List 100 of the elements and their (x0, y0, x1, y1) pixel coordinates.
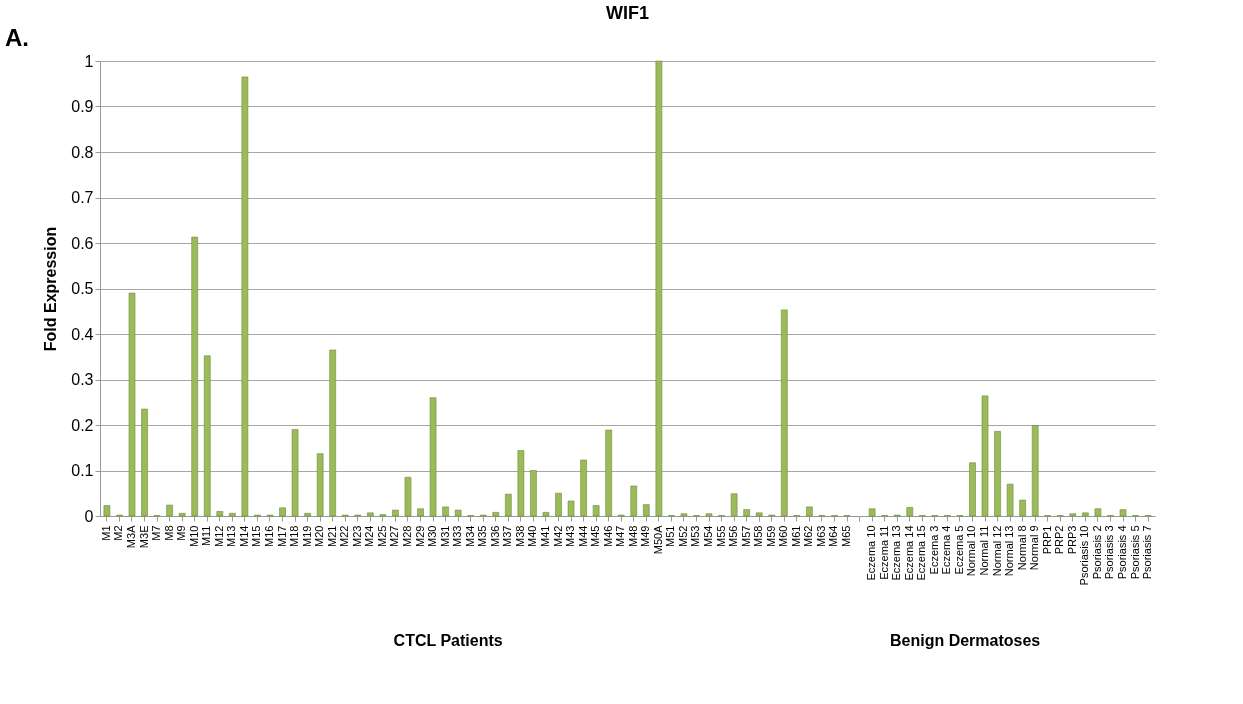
x-tick-label: Eczema 10 (865, 525, 878, 581)
x-tick-label: PRP3 (1065, 525, 1078, 555)
bar (906, 507, 914, 517)
y-tick-label: 0.2 (71, 416, 94, 434)
x-tick-label: PRP1 (1040, 525, 1053, 555)
bar (216, 511, 224, 517)
bar (404, 477, 412, 517)
bar (279, 507, 286, 517)
bar (517, 450, 525, 517)
bar (580, 459, 587, 517)
x-tick-label: M36 (488, 525, 501, 547)
x-tick-label: Eczema 5 (952, 525, 965, 575)
x-tick-label: M50A (651, 524, 664, 555)
x-tick-label: M11 (200, 525, 213, 547)
x-tick-label: M40 (526, 525, 539, 547)
x-tick-label: Psoriasis 3 (1103, 525, 1116, 580)
bar (994, 431, 1001, 517)
x-tick-label: M45 (589, 525, 602, 547)
bar (743, 509, 750, 517)
x-tick-label: M25 (375, 525, 388, 547)
x-tick-label: Normal 9 (1028, 525, 1041, 571)
x-tick-label: M29 (413, 525, 426, 547)
x-tick-label: M61 (789, 525, 802, 547)
x-tick-label: M59 (764, 525, 777, 547)
x-tick-label: Normal 13 (1003, 525, 1016, 577)
bar (316, 453, 324, 517)
bar (141, 408, 148, 517)
x-tick-label: M54 (702, 525, 715, 547)
x-tick-label: M37 (501, 525, 514, 547)
x-tick-label: M60 (777, 525, 790, 547)
x-tick-label: M47 (614, 525, 627, 547)
y-tick-label: 0 (84, 507, 94, 525)
x-tick-label: M42 (551, 525, 564, 547)
bar (304, 512, 311, 517)
bar (605, 429, 612, 517)
bar (128, 292, 136, 517)
x-tick-label: Normal 8 (1015, 525, 1028, 571)
bar (1119, 509, 1127, 517)
bar (367, 512, 374, 517)
x-tick-label: M62 (802, 525, 815, 547)
x-tick-label: M63 (814, 525, 827, 547)
bar (191, 236, 199, 517)
bar (730, 493, 738, 517)
bar (417, 508, 424, 517)
bar (241, 76, 249, 517)
x-tick-label: M19 (300, 525, 313, 547)
x-tick-label: M53 (689, 525, 702, 547)
x-tick-label: Eczema 13 (890, 525, 903, 581)
x-tick-label: Normal 11 (978, 525, 991, 576)
bar (166, 504, 173, 517)
bar (530, 470, 537, 517)
x-tick-label: M65 (840, 525, 853, 547)
y-tick-label: 0.1 (71, 462, 94, 479)
x-tick-label: M35 (476, 525, 489, 547)
x-tick-label: M23 (350, 525, 363, 547)
bar (806, 506, 813, 517)
bar (1019, 499, 1026, 517)
y-tick-label: 1 (84, 52, 94, 70)
x-tick-label: M43 (564, 525, 577, 547)
x-tick-label: M3A (124, 524, 137, 549)
x-tick-label: Eczema 15 (915, 525, 928, 581)
x-tick-label: M16 (262, 525, 275, 547)
y-tick-label: 0.6 (71, 234, 94, 252)
x-tick-label: M17 (275, 525, 288, 547)
bar (655, 60, 663, 517)
x-tick-label: Eczema 3 (927, 525, 940, 575)
x-tick-label: M27 (388, 525, 401, 547)
x-tick-label: M20 (313, 525, 326, 547)
x-tick-label: M49 (639, 525, 652, 547)
x-tick-label: M1 (99, 525, 112, 541)
x-tick-label: M13 (225, 525, 238, 547)
x-tick-label: M58 (752, 525, 765, 547)
bar (229, 512, 236, 517)
bar (981, 395, 989, 517)
x-tick-label: M56 (727, 525, 740, 547)
bar (1069, 513, 1077, 517)
y-axis-title: Fold Expression (42, 226, 60, 352)
bar (1094, 508, 1102, 517)
x-tick-label: M12 (212, 525, 225, 547)
bar (103, 505, 111, 517)
y-tick-label: 0.4 (71, 325, 94, 343)
x-tick-label: Eczema 4 (940, 525, 953, 575)
x-tick-label: M18 (288, 525, 301, 547)
x-tick-label: M24 (363, 525, 376, 547)
x-tick-label: M38 (513, 525, 526, 547)
x-tick-label: M2 (112, 525, 125, 541)
bar (1006, 483, 1014, 517)
bar (178, 512, 186, 517)
bar (643, 504, 650, 517)
x-tick-label: M31 (438, 525, 451, 547)
x-tick-label: M8 (162, 525, 175, 541)
x-tick-label: M55 (714, 525, 727, 547)
chart-title: WIF1 (606, 3, 649, 23)
text: A. (5, 24, 29, 51)
bar (429, 397, 437, 517)
bar (454, 509, 462, 517)
bar (680, 513, 688, 517)
x-tick-label: Psoriasis 5 (1128, 525, 1141, 580)
bar (705, 513, 713, 517)
y-tick-label: 0.3 (71, 371, 94, 388)
